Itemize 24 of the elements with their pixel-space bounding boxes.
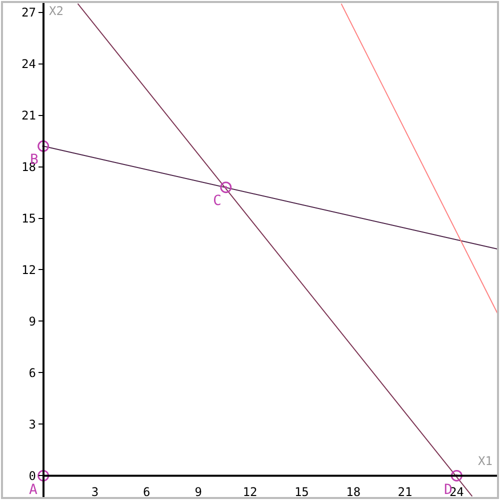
point — [38, 140, 50, 152]
x-tick-label: 9 — [194, 485, 202, 500]
y-tick-label: 9 — [28, 314, 36, 328]
y-tick-label: 24 — [21, 56, 36, 71]
point — [450, 470, 462, 482]
annotation: C — [213, 193, 222, 209]
x-tick-label: 3 — [91, 485, 99, 500]
x-tick-label: 12 — [242, 485, 258, 500]
point — [38, 470, 50, 482]
y-tick-label: 12 — [21, 262, 36, 277]
y-tick-label: 6 — [28, 366, 36, 380]
x-tick-label: 6 — [143, 485, 150, 500]
y-tick-label: 0 — [28, 468, 36, 483]
y-tick-label: 3 — [28, 417, 36, 432]
y-tick-label: 21 — [21, 108, 36, 122]
x-tick-label: 21 — [398, 485, 412, 500]
annotation: A — [29, 482, 38, 498]
y-axis-title: X2 — [49, 4, 64, 18]
x-tick-label: 18 — [346, 485, 361, 500]
x-axis-title: X1 — [478, 454, 492, 468]
point — [220, 182, 232, 194]
y-tick-label: 27 — [21, 6, 36, 20]
x-tick-label: 15 — [294, 485, 309, 500]
y-tick-label: 15 — [21, 211, 36, 226]
